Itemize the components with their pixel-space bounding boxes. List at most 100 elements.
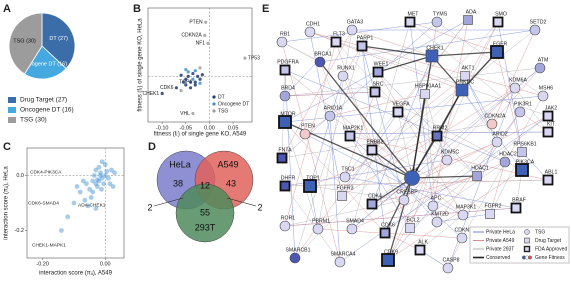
legend-swatch bbox=[8, 97, 16, 103]
point bbox=[95, 177, 100, 183]
legend-marker bbox=[212, 95, 216, 99]
edge bbox=[397, 111, 478, 177]
node-tsg bbox=[337, 70, 349, 82]
edge bbox=[387, 21, 499, 261]
edge bbox=[491, 67, 541, 125]
edge bbox=[496, 51, 523, 153]
edge bbox=[424, 93, 438, 223]
node-tsg bbox=[499, 156, 511, 168]
edge bbox=[409, 21, 521, 113]
legend-label: Drug Target bbox=[535, 238, 562, 244]
node-label: JAK2 bbox=[545, 105, 558, 111]
edge bbox=[489, 161, 506, 215]
edge-conserved bbox=[377, 55, 433, 73]
node-label: CDK6 bbox=[381, 222, 395, 228]
x-axis-label: interaction score (πᵢⱼ), A549 bbox=[39, 271, 112, 277]
point bbox=[96, 178, 102, 184]
node-drug-target bbox=[517, 147, 527, 157]
edge bbox=[329, 115, 491, 215]
node-tsg bbox=[398, 194, 410, 206]
node-label: FGFR3 bbox=[336, 185, 353, 191]
node-label: CDK4 bbox=[368, 193, 382, 199]
node-drug-target bbox=[366, 198, 378, 210]
edge bbox=[409, 161, 506, 229]
node-drug-target bbox=[303, 179, 317, 193]
node-label: ERBB2 bbox=[366, 139, 383, 145]
venn-set bbox=[175, 183, 235, 243]
legend-label: Gene Fitness bbox=[535, 255, 565, 261]
node-drug-target bbox=[276, 152, 288, 164]
node-label: HDAC1 bbox=[471, 165, 489, 171]
node-label: VEGFA bbox=[392, 101, 410, 107]
node-label: SMAD4 bbox=[346, 218, 364, 224]
node-label: SMO bbox=[495, 11, 507, 17]
point bbox=[160, 91, 164, 96]
node-label: SMARCB1 bbox=[285, 247, 310, 253]
node-drug-target bbox=[404, 16, 416, 28]
x-tick-label: -0.05 bbox=[180, 125, 193, 131]
point bbox=[102, 173, 108, 178]
legend-label: FDA Approved bbox=[535, 246, 567, 252]
node-tsg bbox=[346, 223, 358, 235]
edge bbox=[281, 41, 341, 263]
node-label: TYMS bbox=[433, 11, 448, 17]
node-tsg bbox=[457, 209, 469, 221]
venn-count: 38 bbox=[173, 178, 183, 188]
node-label: VHL bbox=[410, 167, 420, 173]
edge bbox=[461, 89, 498, 143]
edge bbox=[351, 67, 541, 230]
point bbox=[65, 214, 71, 220]
point bbox=[85, 203, 91, 209]
point bbox=[107, 181, 113, 187]
node-label: AKT1 bbox=[462, 65, 475, 71]
point-label: CDKN2A bbox=[181, 33, 202, 39]
node-drug-target bbox=[510, 202, 522, 214]
node-drug-target bbox=[392, 106, 404, 118]
node-label: DHFR bbox=[281, 175, 296, 181]
node-label: FGFR2 bbox=[484, 203, 501, 209]
node-drug-target bbox=[492, 16, 504, 28]
leader bbox=[153, 197, 184, 207]
point-label: TP53 bbox=[248, 55, 260, 61]
edge bbox=[419, 214, 464, 251]
node-label: PDGFRA bbox=[277, 59, 299, 65]
edge bbox=[489, 151, 523, 215]
plot-frame bbox=[26, 147, 125, 259]
edge bbox=[361, 45, 386, 234]
point-label: VHL bbox=[180, 111, 190, 117]
plot-frame bbox=[147, 7, 253, 123]
edge bbox=[284, 91, 376, 97]
legend-label: Drug Target (27) bbox=[20, 97, 67, 104]
node-drug-target bbox=[369, 86, 381, 98]
point bbox=[101, 181, 107, 187]
point bbox=[98, 170, 103, 176]
node-tsg bbox=[339, 171, 351, 183]
edge bbox=[461, 95, 544, 239]
edge bbox=[349, 135, 411, 229]
edge bbox=[403, 87, 516, 201]
x-axis-label: fitness (fᵣ) of single gene KO, A549 bbox=[154, 132, 247, 138]
node-label: RUNX1 bbox=[337, 65, 355, 71]
node-label: PARP1 bbox=[357, 35, 374, 41]
node-label: KDM6A bbox=[509, 77, 527, 83]
point-label: NF1 bbox=[196, 41, 206, 47]
pie-slice bbox=[23, 45, 67, 80]
point bbox=[206, 41, 210, 45]
node-label: ARID1A bbox=[324, 105, 343, 111]
edge-conserved bbox=[384, 177, 413, 234]
node-label: RRM2 bbox=[433, 125, 448, 131]
legend-label: Conserved bbox=[486, 255, 510, 261]
edge-conserved bbox=[371, 177, 413, 205]
point bbox=[181, 80, 186, 84]
point bbox=[186, 70, 190, 74]
node-drug-target bbox=[490, 45, 504, 59]
node-drug-target bbox=[405, 223, 415, 233]
node-label: ALK bbox=[418, 239, 428, 245]
point bbox=[93, 206, 99, 211]
node-label: FNTA bbox=[278, 147, 292, 153]
node-drug-target bbox=[344, 130, 356, 142]
point bbox=[198, 66, 202, 70]
point bbox=[196, 74, 200, 78]
edge bbox=[387, 169, 523, 261]
